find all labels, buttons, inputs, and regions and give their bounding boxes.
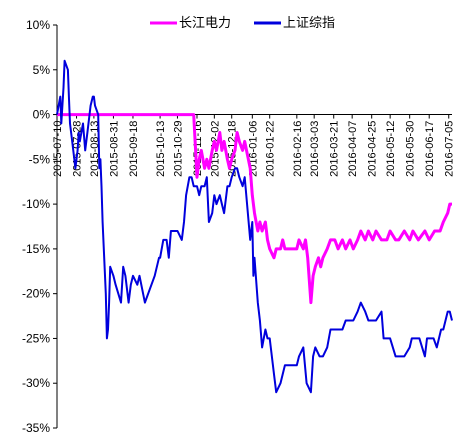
- axes: [56, 25, 452, 428]
- y-tick-label: 0%: [33, 108, 51, 122]
- x-axis: 2015-07-10 2015-07-28 2015-08-13 2015-08-31…: [52, 114, 455, 177]
- y-axis: 10% 5% 0% -5% -10% -15% -20% -25% -30% -35%: [22, 18, 57, 434]
- y-tick-label: -20%: [22, 287, 50, 301]
- legend: 长江电力 上证综指: [150, 16, 335, 31]
- x-tick-label: 2016-02-16: [292, 121, 304, 177]
- x-tick-label: 2016-05-12: [385, 121, 397, 177]
- x-tick-label: 2015-10-13: [155, 121, 167, 177]
- y-tick-label: -25%: [22, 331, 50, 345]
- x-tick-label: 2015-07-10: [52, 121, 64, 177]
- legend-label-series-2: 上证综指: [283, 16, 335, 31]
- x-tick-label: 2016-04-25: [367, 121, 379, 177]
- x-tick-label: 2015-10-29: [172, 121, 184, 177]
- legend-label-series-1: 长江电力: [179, 16, 231, 31]
- x-tick-label: 2016-01-22: [265, 121, 277, 177]
- x-tick-label: 2016-05-30: [405, 121, 417, 177]
- series-line-2: [56, 59, 453, 394]
- x-tick-label: 2016-03-03: [309, 121, 321, 177]
- y-tick-label: -30%: [22, 376, 50, 390]
- series-line-1: [57, 113, 452, 305]
- y-tick-label: -10%: [22, 197, 50, 211]
- x-tick-label: 2016-03-21: [329, 121, 341, 177]
- x-tick-label: 2016-07-05: [444, 121, 455, 177]
- x-tick-label: 2015-08-31: [108, 121, 120, 177]
- y-tick-label: 5%: [33, 63, 51, 77]
- y-tick-label: -15%: [22, 242, 50, 256]
- x-tick-label: 2015-09-18: [128, 121, 140, 177]
- plot-area: [56, 59, 453, 394]
- y-tick-label: -35%: [22, 421, 50, 434]
- x-tick-label: 2016-04-07: [347, 121, 359, 177]
- x-tick-label: 2016-06-17: [424, 121, 436, 177]
- y-tick-label: -5%: [29, 152, 51, 166]
- y-tick-label: 10%: [26, 18, 50, 32]
